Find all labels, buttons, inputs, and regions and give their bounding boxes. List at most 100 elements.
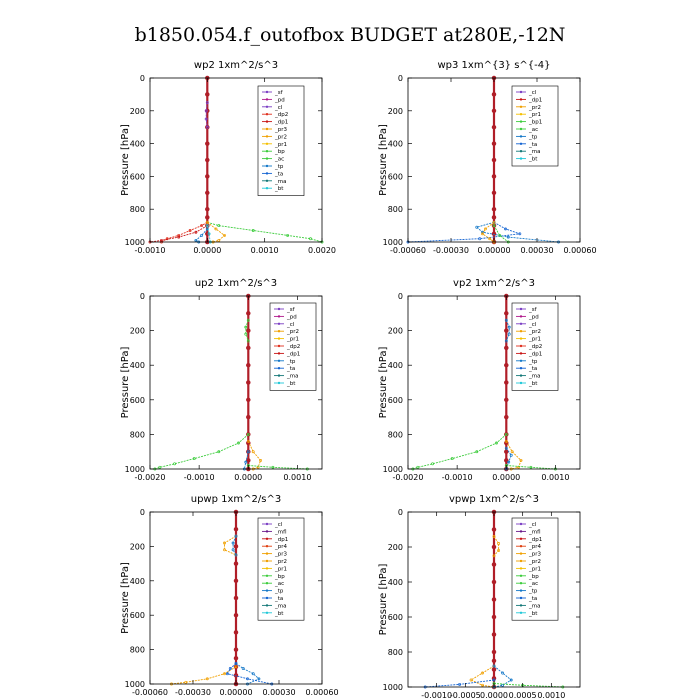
x-tick-label: -0.0020 bbox=[135, 473, 166, 482]
legend-marker bbox=[265, 567, 269, 570]
legend-entry: _ma bbox=[528, 149, 540, 155]
y-axis-label: Pressure [hPa] bbox=[378, 124, 389, 196]
data-point bbox=[491, 562, 497, 567]
legend-marker bbox=[265, 537, 269, 540]
legend: _cl_mfl_dp1_pr4_pr3_pr2_pr1_bp_ac_tp_ta_… bbox=[257, 517, 305, 621]
legend-entry: _bp bbox=[528, 574, 539, 580]
data-point bbox=[504, 227, 507, 231]
legend-marker bbox=[519, 374, 523, 377]
plot-frame bbox=[149, 295, 323, 470]
legend-entry: _ta bbox=[528, 596, 537, 602]
data-point bbox=[481, 683, 484, 687]
legend-marker bbox=[519, 98, 523, 101]
legend-marker bbox=[519, 582, 523, 585]
data-point bbox=[519, 458, 523, 462]
data-point bbox=[231, 548, 235, 552]
x-tick-label: -0.0010 bbox=[184, 473, 215, 482]
legend-marker bbox=[519, 522, 523, 526]
legend-marker bbox=[277, 330, 281, 333]
legend-marker bbox=[277, 337, 281, 340]
y-tick-label: 400 bbox=[388, 140, 403, 149]
legend-entry: _cl bbox=[274, 105, 283, 111]
data-point bbox=[244, 325, 248, 329]
data-point bbox=[504, 362, 509, 368]
legend-entry: _cl bbox=[528, 322, 537, 328]
data-point bbox=[431, 462, 435, 466]
data-point bbox=[492, 664, 496, 668]
legend-entry: _ma bbox=[528, 374, 540, 380]
legend-entry: _pr1 bbox=[274, 566, 287, 572]
legend-entry: _bt bbox=[528, 381, 538, 387]
data-point bbox=[491, 108, 497, 114]
series-line-dp1 bbox=[149, 225, 208, 243]
series-line-pr2 bbox=[207, 221, 226, 243]
series-line-tp bbox=[505, 320, 510, 342]
data-point bbox=[504, 380, 509, 385]
data-point bbox=[223, 233, 226, 237]
y-tick-label: 400 bbox=[388, 578, 403, 587]
data-point bbox=[491, 190, 497, 196]
legend-marker bbox=[265, 120, 269, 123]
legend-marker bbox=[519, 359, 523, 362]
legend-marker bbox=[277, 374, 281, 377]
data-point bbox=[271, 465, 275, 469]
data-point bbox=[257, 677, 261, 681]
legend-box bbox=[257, 85, 305, 196]
data-point bbox=[205, 101, 209, 105]
data-point bbox=[488, 237, 492, 241]
data-point bbox=[234, 661, 238, 665]
legend-marker bbox=[519, 322, 523, 325]
y-axis-label: Pressure [hPa] bbox=[120, 124, 131, 196]
legend-marker bbox=[277, 381, 281, 385]
data-point bbox=[192, 457, 196, 461]
legend-entry: _ta bbox=[528, 366, 537, 372]
y-tick-label: 800 bbox=[130, 205, 145, 214]
data-point bbox=[491, 92, 497, 97]
legend-entry: _tp bbox=[274, 164, 284, 170]
legend-entry: _ta bbox=[528, 142, 537, 148]
legend-marker bbox=[519, 574, 523, 577]
x-tick-label: -0.0010 bbox=[442, 473, 473, 482]
data-point bbox=[177, 233, 181, 237]
x-tick-label: -0.0010 bbox=[135, 246, 166, 255]
data-point bbox=[259, 458, 263, 462]
panel-3: up2 1xm^2/s^3 Pressure [hPa] -0.0020 -0.001… bbox=[120, 278, 323, 482]
data-point bbox=[237, 441, 240, 445]
data-point bbox=[491, 614, 497, 620]
legend-marker bbox=[519, 157, 523, 160]
y-tick-label: 400 bbox=[130, 577, 145, 586]
y-tick-label: 0 bbox=[398, 292, 403, 301]
legend-marker bbox=[519, 367, 523, 370]
data-point bbox=[205, 206, 210, 212]
data-point bbox=[205, 125, 209, 129]
legend-marker bbox=[277, 307, 281, 311]
data-point bbox=[233, 655, 239, 661]
data-point bbox=[217, 224, 221, 228]
data-point bbox=[504, 414, 509, 420]
x-tick-label: 0.0000 bbox=[234, 473, 262, 482]
legend-marker bbox=[519, 344, 523, 348]
legend-marker bbox=[265, 142, 269, 145]
y-tick-label: 200 bbox=[130, 107, 145, 116]
data-point bbox=[492, 678, 496, 682]
legend-box bbox=[257, 517, 305, 621]
data-point bbox=[475, 225, 479, 229]
y-tick-label: 800 bbox=[388, 430, 403, 439]
legend-entry: _ac bbox=[274, 157, 284, 163]
y-tick-label: 0 bbox=[140, 74, 145, 83]
series-line-pr2 bbox=[247, 441, 262, 470]
y-axis-label: Pressure [hPa] bbox=[120, 562, 131, 634]
data-point bbox=[233, 595, 239, 601]
data-point bbox=[205, 190, 210, 196]
legend-entry: _dp2 bbox=[274, 112, 288, 118]
legend-entry: _ta bbox=[274, 171, 283, 177]
legend-marker bbox=[265, 164, 269, 168]
series-line-cl bbox=[205, 102, 208, 128]
series-line-tp bbox=[243, 451, 249, 470]
x-tick-label: -0.0020 bbox=[393, 473, 424, 482]
legend-marker bbox=[265, 530, 269, 533]
data-point bbox=[504, 397, 509, 403]
data-point bbox=[205, 174, 210, 179]
legend-entry: _bt bbox=[286, 381, 296, 387]
data-point bbox=[481, 671, 484, 675]
